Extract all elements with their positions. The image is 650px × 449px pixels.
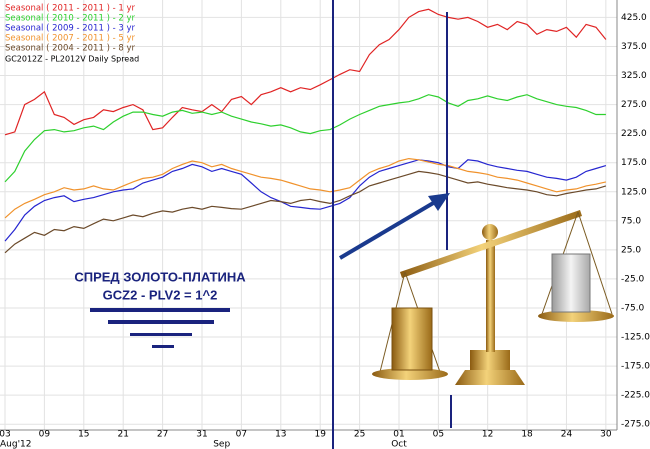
subtitle: GC2012Z - PL2012V Daily Spread bbox=[5, 55, 139, 64]
series-line bbox=[4, 94, 606, 183]
series-line bbox=[4, 159, 607, 242]
series-line bbox=[4, 8, 607, 136]
y-tick-label: -125.0 bbox=[621, 333, 650, 343]
underline-bar bbox=[90, 308, 230, 312]
x-tick-label: 30 bbox=[600, 430, 612, 440]
x-tick-label: 07 bbox=[236, 430, 247, 440]
x-tick-label: 31 bbox=[196, 430, 207, 440]
x-tick-label: 18 bbox=[521, 430, 533, 440]
y-tick-label: 375.0 bbox=[621, 42, 647, 52]
legend-entry: Seasonal ( 2004 - 2011 ) - 8 yr bbox=[5, 44, 136, 54]
arrow bbox=[338, 193, 450, 260]
x-group-label: Oct bbox=[391, 440, 407, 449]
x-tick-label: 27 bbox=[157, 430, 168, 440]
y-tick-label: -75.0 bbox=[621, 303, 645, 313]
x-tick-label: 15 bbox=[78, 430, 89, 440]
y-tick-label: -275.0 bbox=[621, 420, 650, 430]
x-tick-label: 21 bbox=[117, 430, 128, 440]
x-tick-label: 12 bbox=[482, 430, 493, 440]
y-tick-label: 25.0 bbox=[621, 245, 641, 255]
scales-illustration bbox=[372, 210, 614, 385]
y-tick-label: -175.0 bbox=[621, 362, 650, 372]
legend-entry: Seasonal ( 2009 - 2011 ) - 3 yr bbox=[5, 24, 136, 34]
y-tick-label: -25.0 bbox=[621, 274, 645, 284]
x-tick-label: 25 bbox=[354, 430, 365, 440]
series-line bbox=[4, 170, 607, 254]
x-tick-label: 13 bbox=[275, 430, 286, 440]
y-tick-label: 125.0 bbox=[621, 187, 647, 197]
y-tick-label: -225.0 bbox=[621, 391, 650, 401]
y-tick-label: 175.0 bbox=[621, 158, 647, 168]
y-tick-label: 425.0 bbox=[621, 13, 647, 23]
underline-bar bbox=[108, 320, 214, 324]
annotation: GCZ2 - PLV2 = 1^2 bbox=[103, 287, 218, 302]
x-group-label: Sep bbox=[213, 440, 230, 449]
x-tick-label: 05 bbox=[433, 430, 444, 440]
legend-entry: Seasonal ( 2011 - 2011 ) - 1 yr bbox=[5, 4, 136, 14]
series-line bbox=[4, 157, 607, 219]
underline-bar bbox=[152, 345, 174, 348]
x-tick-label: 09 bbox=[39, 430, 51, 440]
x-tick-label: 01 bbox=[393, 430, 404, 440]
y-tick-label: 225.0 bbox=[621, 129, 647, 139]
legend-entry: Seasonal ( 2010 - 2011 ) - 2 yr bbox=[5, 14, 136, 24]
x-group-label: Aug'12 bbox=[0, 440, 32, 449]
y-tick-label: 325.0 bbox=[621, 71, 647, 81]
y-tick-label: 75.0 bbox=[621, 216, 641, 226]
x-tick-label: 03 bbox=[0, 430, 11, 440]
legend-entry: Seasonal ( 2007 - 2011 ) - 5 yr bbox=[5, 34, 136, 44]
annotation: СПРЕД ЗОЛОТО-ПЛАТИНА bbox=[74, 269, 246, 284]
x-tick-label: 19 bbox=[314, 430, 326, 440]
x-tick-label: 24 bbox=[561, 430, 573, 440]
y-tick-label: 275.0 bbox=[621, 100, 647, 110]
underline-bar bbox=[130, 333, 192, 336]
